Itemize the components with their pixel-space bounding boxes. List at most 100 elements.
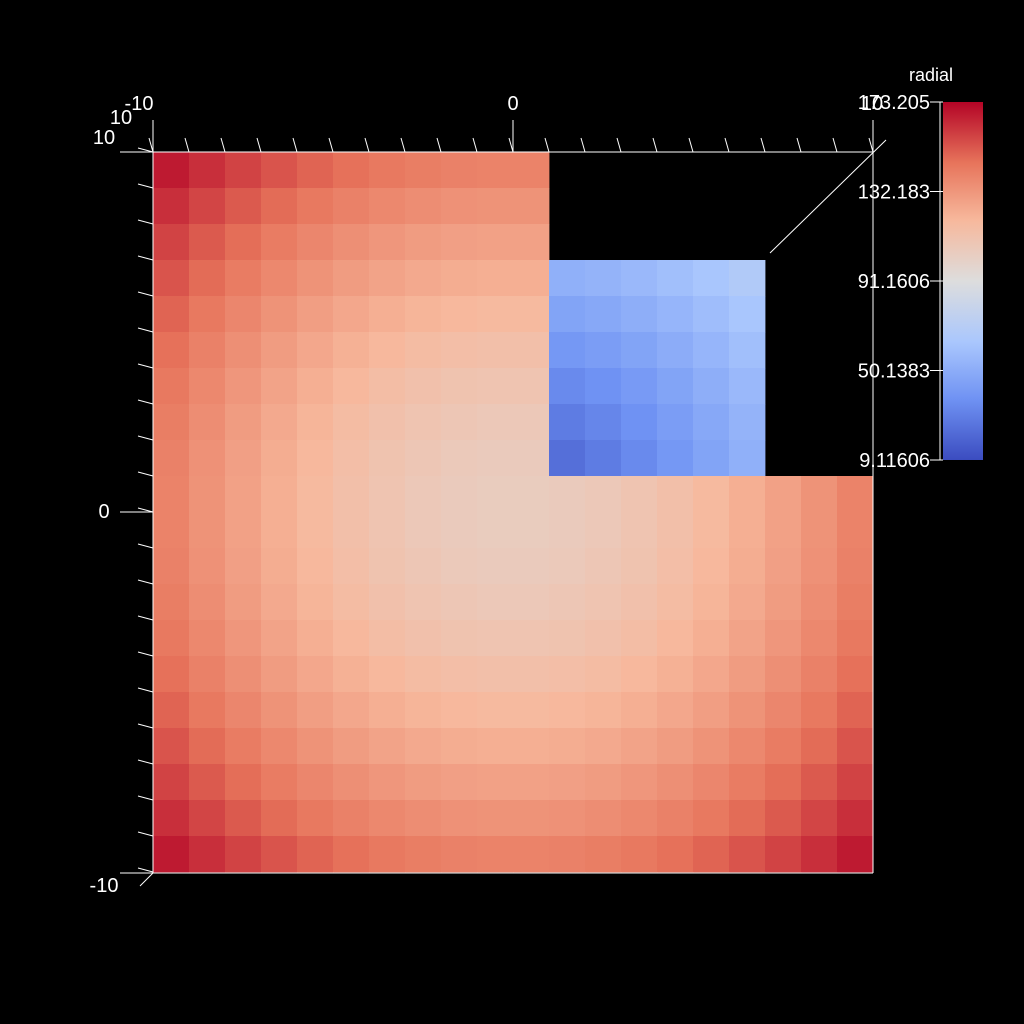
heatmap-cell (441, 368, 478, 405)
heatmap-cell (657, 368, 694, 405)
x-tick-mark (868, 137, 874, 153)
heatmap-cell (729, 836, 766, 873)
heatmap-cell (405, 296, 442, 333)
x-tick-mark (508, 137, 514, 153)
y-tick-mark (137, 507, 154, 513)
heatmap-cell (189, 476, 226, 513)
heatmap-cell (225, 188, 262, 225)
heatmap-cell (225, 476, 262, 513)
heatmap-cell (729, 368, 766, 405)
heatmap-cell (441, 188, 478, 225)
heatmap-cell (549, 692, 586, 729)
x-tick-mark (472, 137, 478, 153)
heatmap-cell (441, 584, 478, 621)
heatmap-cell (729, 512, 766, 549)
heatmap-cell (585, 404, 622, 441)
heatmap-cell (621, 404, 658, 441)
heatmap-cell (369, 476, 406, 513)
heatmap-cell (261, 476, 298, 513)
heatmap-cell (513, 836, 550, 873)
heatmap-cell (369, 368, 406, 405)
heatmap-cell (333, 548, 370, 585)
heatmap-cell (729, 620, 766, 657)
heatmap-cell (153, 800, 190, 837)
heatmap-cell (225, 440, 262, 477)
heatmap-cell (477, 332, 514, 369)
heatmap-cell (369, 656, 406, 693)
heatmap-cell (297, 188, 334, 225)
heatmap-cell (693, 548, 730, 585)
heatmap-cell (729, 548, 766, 585)
heatmap-cell (369, 764, 406, 801)
heatmap-cell (729, 296, 766, 333)
heatmap-cell (369, 548, 406, 585)
heatmap-cell (297, 296, 334, 333)
heatmap-cell (405, 404, 442, 441)
heatmap-cell (261, 764, 298, 801)
heatmap-cell (405, 620, 442, 657)
heatmap-cell (189, 332, 226, 369)
heatmap-cell (297, 692, 334, 729)
heatmap-cell (441, 476, 478, 513)
heatmap-cell (801, 584, 838, 621)
heatmap-cell (297, 764, 334, 801)
heatmap-cell (369, 332, 406, 369)
heatmap-cell (477, 728, 514, 765)
heatmap-cell (369, 584, 406, 621)
x-tick-mark (616, 137, 622, 153)
heatmap-cell (333, 728, 370, 765)
heatmap-cell (657, 656, 694, 693)
heatmap-cell (693, 368, 730, 405)
heatmap-cell (189, 296, 226, 333)
heatmap-cell (513, 692, 550, 729)
y-tick-mark (137, 255, 154, 261)
heatmap-cell (261, 620, 298, 657)
heatmap-cell (585, 836, 622, 873)
heatmap-cell (189, 152, 226, 189)
x-tick-mark (760, 137, 766, 153)
heatmap-cell (621, 296, 658, 333)
heatmap-cell (405, 476, 442, 513)
x-tick-label-mid: 0 (507, 93, 518, 115)
heatmap-cell (549, 260, 586, 297)
y-tick-mark (137, 687, 154, 693)
heatmap-cell (333, 368, 370, 405)
heatmap-cell (549, 512, 586, 549)
heatmap-cell (189, 368, 226, 405)
heatmap-cell (765, 584, 802, 621)
heatmap-cell (657, 836, 694, 873)
x-tick-mark (148, 137, 154, 153)
y-tick-mark (137, 183, 154, 189)
heatmap-cell (405, 188, 442, 225)
heatmap-cell (729, 332, 766, 369)
heatmap-cell (369, 296, 406, 333)
heatmap-cell (693, 476, 730, 513)
y-tick-mark (137, 795, 154, 801)
heatmap-cell (513, 584, 550, 621)
heatmap-cell (549, 332, 586, 369)
heatmap-cell (837, 764, 874, 801)
heatmap-cell (225, 404, 262, 441)
heatmap-cell (225, 728, 262, 765)
heatmap-cell (513, 296, 550, 333)
y-tick-mark (137, 291, 154, 297)
heatmap-cell (657, 512, 694, 549)
heatmap-cell (621, 728, 658, 765)
heatmap-cell (405, 512, 442, 549)
heatmap-cell (189, 224, 226, 261)
heatmap-cell (333, 224, 370, 261)
colorbar-tick-label: 173.205 (858, 92, 930, 114)
z-tick-label: 10 (110, 107, 132, 129)
heatmap-cell (513, 620, 550, 657)
heatmap-cell (441, 836, 478, 873)
heatmap-cell (297, 152, 334, 189)
heatmap-cell (261, 368, 298, 405)
y-tick-label-max: 10 (93, 127, 115, 149)
heatmap-cell (837, 476, 874, 513)
heatmap-cell (261, 152, 298, 189)
heatmap-cell (801, 800, 838, 837)
heatmap-cell (513, 404, 550, 441)
heatmap-cell (729, 800, 766, 837)
heatmap-cell (441, 152, 478, 189)
heatmap-cell (297, 656, 334, 693)
